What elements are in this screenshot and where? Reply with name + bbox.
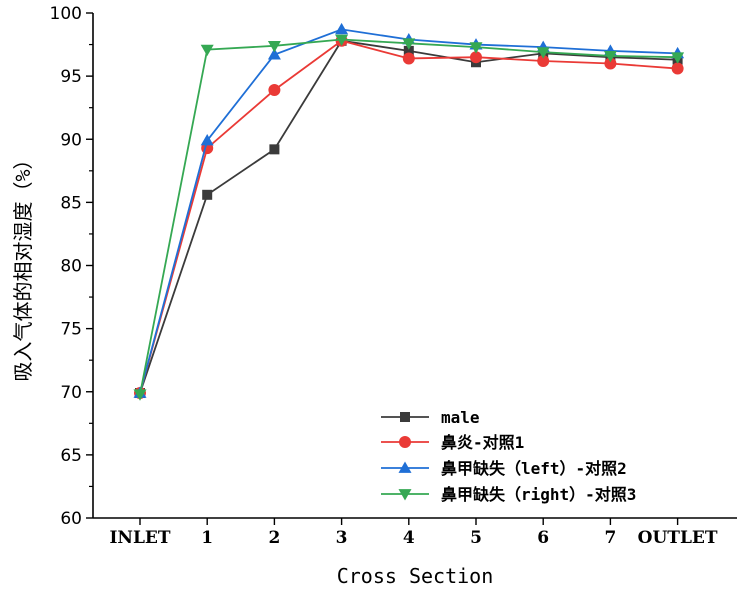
x-axis-ticks: INLET 1 2 3 4 5 6 7 OUTLET xyxy=(109,518,718,548)
data-point xyxy=(470,51,482,64)
data-point xyxy=(267,48,281,60)
series-line xyxy=(139,38,678,395)
series-2 xyxy=(134,34,684,400)
x-tick-label: 2 xyxy=(268,528,280,548)
y-axis-title: 吸入气体的相对湿度（%） xyxy=(11,149,35,381)
y-tick-label: 100 xyxy=(50,4,82,24)
x-tick-label: INLET xyxy=(109,528,170,548)
x-tick-label: 4 xyxy=(403,528,415,548)
series-1 xyxy=(135,35,683,399)
y-tick-label: 75 xyxy=(60,320,82,340)
y-tick-label: 60 xyxy=(60,509,82,529)
data-point xyxy=(200,134,214,146)
series-line xyxy=(139,39,678,394)
y-axis-ticks: 60 65 70 75 80 85 90 95 100 xyxy=(50,4,93,529)
data-point xyxy=(469,42,483,54)
data-point xyxy=(402,52,415,65)
legend-item: 鼻炎-对照1 xyxy=(381,433,524,452)
data-point xyxy=(267,40,281,53)
data-point xyxy=(536,47,550,59)
y-tick-label: 80 xyxy=(60,257,82,277)
series-4 xyxy=(133,34,685,401)
series-line xyxy=(139,28,678,394)
y-tick-label: 90 xyxy=(60,130,82,150)
data-point xyxy=(269,144,280,155)
y-tick-label: 85 xyxy=(60,193,82,213)
series-line xyxy=(139,39,678,394)
series-layer xyxy=(133,22,685,401)
legend-marker xyxy=(398,461,412,473)
data-point xyxy=(402,38,416,50)
legend-marker xyxy=(398,489,412,501)
x-tick-label: 7 xyxy=(604,528,616,548)
legend-item: 鼻甲缺失（right）-对照3 xyxy=(381,485,636,504)
legend-marker xyxy=(400,412,410,422)
x-tick-label: OUTLET xyxy=(638,528,718,548)
data-point xyxy=(603,51,617,63)
legend-item: 鼻甲缺失（left）-对照2 xyxy=(381,459,627,478)
legend-marker xyxy=(399,436,411,448)
data-point xyxy=(133,389,147,401)
data-point xyxy=(335,22,349,35)
data-point xyxy=(537,54,550,67)
data-point xyxy=(202,189,213,200)
series-3 xyxy=(133,22,685,398)
data-point xyxy=(671,52,685,64)
legend: male 鼻炎-对照1 鼻甲缺失（left）-对照2 鼻甲缺失（right）-对照3 xyxy=(381,408,636,504)
y-tick-label: 65 xyxy=(60,446,82,466)
data-point xyxy=(671,62,684,75)
legend-item: male xyxy=(381,408,480,427)
data-point xyxy=(604,57,617,70)
legend-label: 鼻甲缺失（right）-对照3 xyxy=(441,485,636,504)
x-tick-label: 6 xyxy=(537,528,549,548)
data-point xyxy=(335,34,349,47)
legend-label: 鼻炎-对照1 xyxy=(441,433,524,452)
x-axis-title: Cross Section xyxy=(337,564,494,588)
x-tick-label: 1 xyxy=(201,528,213,548)
y-tick-label: 70 xyxy=(60,383,82,403)
legend-label: male xyxy=(441,408,480,427)
x-tick-label: 3 xyxy=(336,528,348,548)
legend-label: 鼻甲缺失（left）-对照2 xyxy=(441,459,627,478)
x-tick-label: 5 xyxy=(470,528,482,548)
y-tick-label: 95 xyxy=(60,67,82,87)
data-point xyxy=(268,84,281,97)
data-point xyxy=(403,45,414,56)
data-point xyxy=(200,44,214,57)
